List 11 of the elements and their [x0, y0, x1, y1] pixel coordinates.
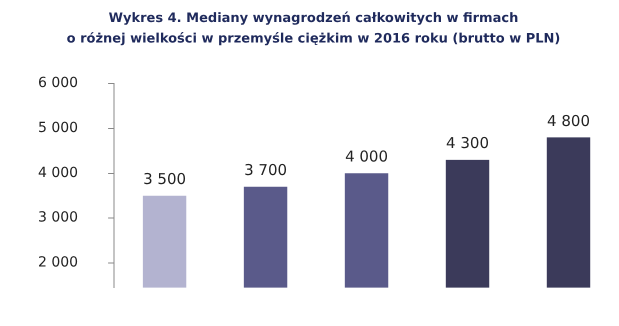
data-label: 3 700 [244, 161, 288, 180]
y-tick-label: 5 000 [38, 120, 78, 136]
y-tick-label: 6 000 [38, 75, 78, 92]
y-tick-label: 2 000 [38, 254, 78, 271]
y-tick-label: 4 000 [38, 164, 78, 181]
data-label: 4 300 [446, 134, 489, 152]
data-label: 3 500 [143, 170, 186, 188]
data-label: 4 800 [547, 112, 590, 130]
y-tick-label: 3 000 [38, 210, 78, 226]
data-label: 4 000 [345, 148, 388, 166]
chart-title: Wykres 4. Mediany wynagrodzeń całkowitych w firmach o różnej wielkości w przemyśle ciężkim w 2016 roku (brutto w PLN) [66, 10, 560, 47]
